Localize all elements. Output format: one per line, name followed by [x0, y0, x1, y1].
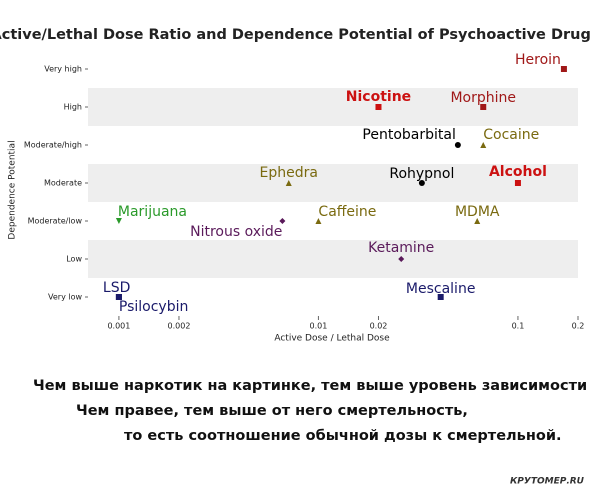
marker [315, 218, 322, 224]
marker [480, 142, 487, 148]
point-label: Marijuana [118, 204, 187, 220]
marker [115, 218, 122, 224]
marker [474, 218, 481, 224]
x-tick-label: 0.2 [572, 322, 585, 331]
point-label: Rohypnol [389, 166, 454, 182]
y-tick-label: Moderate/low [28, 217, 83, 226]
marker [285, 180, 292, 186]
marker [480, 104, 487, 110]
point-label: Mescaline [406, 281, 476, 297]
y-tick-label: Low [66, 255, 82, 264]
marker [560, 66, 567, 72]
marker [398, 256, 405, 262]
caption-line: Чем выше наркотик на картинке, тем выше … [33, 378, 590, 394]
marker [279, 218, 286, 224]
point-label: Ephedra [260, 165, 318, 181]
marker [418, 180, 425, 186]
x-tick-label: 0.001 [107, 322, 130, 331]
y-tick-label: Moderate/high [24, 141, 82, 150]
caption-line: Чем правее, тем выше от него смертельнос… [76, 403, 468, 419]
point-label: MDMA [455, 204, 500, 220]
y-tick-label: Moderate [44, 179, 82, 188]
point-label: Nitrous oxide [190, 224, 282, 240]
y-tick-label: Very low [48, 293, 82, 302]
point-label: Morphine [450, 90, 516, 106]
point-label: Nicotine [346, 89, 411, 105]
point-label: Heroin [515, 52, 561, 68]
point-label: Cocaine [483, 127, 539, 143]
y-tick-label: High [64, 103, 82, 112]
marker [454, 142, 461, 148]
chart-title: Active/Lethal Dose Ratio and Dependence … [0, 27, 590, 43]
point-label: Ketamine [368, 240, 434, 256]
x-tick-label: 0.02 [370, 322, 388, 331]
band-stripe [88, 240, 578, 278]
marker [115, 294, 122, 300]
caption-line: то есть соотношение обычной дозы к смерт… [124, 428, 562, 444]
band-stripe [88, 88, 578, 126]
watermark: КРУТОМЕР.RU [510, 477, 585, 487]
y-tick-label: Very high [44, 65, 82, 74]
point-label: Pentobarbital [362, 127, 455, 143]
point-label: Alcohol [489, 164, 547, 180]
x-tick-label: 0.1 [512, 322, 525, 331]
point-label: Psilocybin [119, 299, 188, 315]
y-axis-label: Dependence Potential [8, 140, 18, 239]
marker [375, 104, 382, 110]
marker [514, 180, 521, 186]
point-label: LSD [103, 280, 130, 296]
x-tick-label: 0.002 [168, 322, 191, 331]
x-tick-label: 0.01 [310, 322, 328, 331]
x-axis-label: Active Dose / Lethal Dose [274, 334, 390, 344]
marker [437, 294, 444, 300]
point-label: Caffeine [318, 204, 376, 220]
band-stripe [88, 164, 578, 202]
